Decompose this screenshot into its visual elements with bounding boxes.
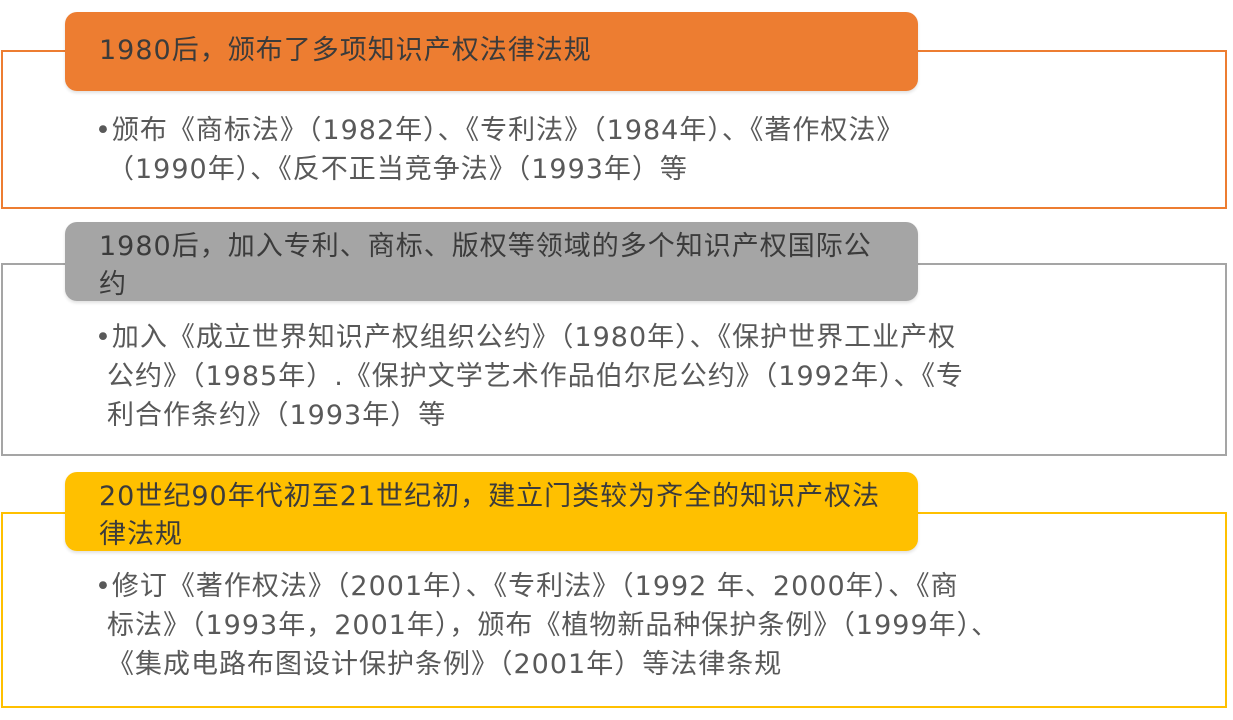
section-2-heading: 1980后，加入专利、商标、版权等领域的多个知识产权国际公约 [65, 222, 918, 301]
body-line: 利合作条约》（1993年）等 [107, 400, 447, 431]
section-2-body: •加入《成立世界知识产权组织公约》（1980年）、《保护世界工业产权 公约》（1… [95, 318, 964, 435]
section-3-heading: 20世纪90年代初至21世纪初，建立门类较为齐全的知识产权法律法规 [65, 472, 918, 551]
body-line: •修订《著作权法》（2001年）、《专利法》（1992 年、2000年）、《商 [95, 571, 959, 602]
section-3-body: •修订《著作权法》（2001年）、《专利法》（1992 年、2000年）、《商 … [95, 567, 999, 684]
body-line: （1990年）、《反不正当竞争法》（1993年）等 [107, 154, 688, 185]
section-1-heading: 1980后，颁布了多项知识产权法律法规 [65, 12, 918, 91]
section-1-body: •颁布《商标法》（1982年）、《专利法》（1984年）、《著作权法》 （199… [95, 111, 904, 189]
body-line: 标法》（1993年，2001年），颁布《植物新品种保护条例》（1999年）、 [107, 610, 1000, 641]
body-line: 《集成电路布图设计保护条例》（2001年）等法律条规 [107, 649, 783, 680]
body-line: •颁布《商标法》（1982年）、《专利法》（1984年）、《著作权法》 [95, 115, 905, 146]
body-line: •加入《成立世界知识产权组织公约》（1980年）、《保护世界工业产权 [95, 322, 957, 353]
body-line: 公约》（1985年）.《保护文学艺术作品伯尔尼公约》（1992年）、《专 [107, 361, 965, 392]
